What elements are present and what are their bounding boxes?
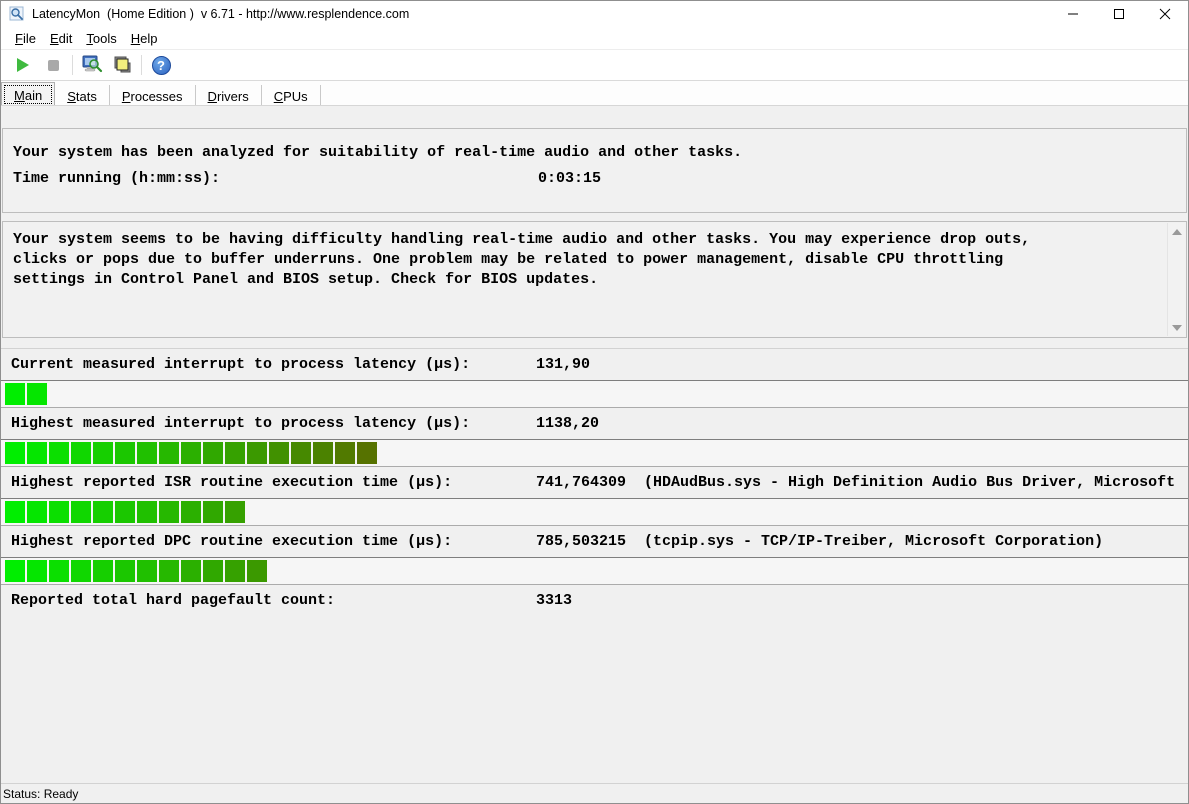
report-box: Your system seems to be having difficult… [2, 221, 1187, 338]
latency-bar [1, 439, 1188, 467]
toolbar-separator [72, 55, 73, 75]
report-line: Your system seems to be having difficult… [13, 231, 1031, 248]
tab-drivers[interactable]: Drivers [196, 85, 262, 107]
status-bar: Status: Ready [1, 783, 1188, 803]
measurement-info: (HDAudBus.sys - High Definition Audio Bu… [644, 474, 1176, 491]
help-button[interactable]: ? [146, 52, 176, 78]
play-icon [17, 58, 29, 72]
analysis-summary-box: Your system has been analyzed for suitab… [2, 128, 1187, 213]
menu-help[interactable]: Help [130, 30, 158, 46]
measurement-value: 1138,20 [536, 415, 600, 432]
report-scrollbar[interactable] [1167, 223, 1185, 336]
scroll-up-button[interactable] [1168, 223, 1185, 240]
measurement-row: Highest measured interrupt to process la… [1, 408, 1188, 467]
title-bar: LatencyMon (Home Edition ) v 6.71 - http… [1, 1, 1188, 27]
options-icon [114, 56, 131, 73]
analysis-line: Your system has been analyzed for suitab… [13, 144, 743, 161]
measurement-info: (tcpip.sys - TCP/IP-Treiber, Microsoft C… [644, 533, 1104, 550]
scroll-down-icon [1171, 324, 1182, 331]
measurement-label: Highest reported ISR routine execution t… [11, 474, 453, 491]
app-icon [9, 6, 25, 22]
latency-bar [1, 498, 1188, 526]
stop-monitor-button[interactable] [38, 52, 68, 78]
menu-tools[interactable]: Tools [86, 30, 117, 46]
measurement-value: 741,764309 [536, 474, 627, 491]
measurement-label: Highest measured interrupt to process la… [11, 415, 471, 432]
time-running-row: Time running (h:mm:ss): 0:03:15 [13, 166, 1186, 192]
main-panel: Your system has been analyzed for suitab… [1, 105, 1188, 783]
minimize-button[interactable] [1050, 1, 1096, 27]
measurement-value: 3313 [536, 592, 573, 609]
analyze-button[interactable] [77, 52, 107, 78]
scroll-down-button[interactable] [1168, 319, 1185, 336]
tab-strip: Main Stats Processes Drivers CPUs [1, 81, 1188, 107]
latency-bar [1, 557, 1188, 585]
analyze-icon [82, 55, 103, 73]
report-line: clicks or pops due to buffer underruns. … [13, 251, 1004, 268]
tab-stats[interactable]: Stats [55, 85, 110, 107]
latency-bar [1, 380, 1188, 408]
measurement-row: Highest reported DPC routine execution t… [1, 526, 1188, 585]
menu-edit[interactable]: Edit [49, 30, 73, 46]
time-running-value: 0:03:15 [538, 170, 602, 187]
measurement-label: Highest reported DPC routine execution t… [11, 533, 453, 550]
measurement-label: Current measured interrupt to process la… [11, 356, 471, 373]
measurement-row: Reported total hard pagefault count: 331… [1, 585, 1188, 616]
tab-processes[interactable]: Processes [110, 85, 196, 107]
status-text: Status: Ready [3, 786, 79, 801]
maximize-button[interactable] [1096, 1, 1142, 27]
measurement-row: Current measured interrupt to process la… [1, 349, 1188, 408]
options-button[interactable] [107, 52, 137, 78]
toolbar-separator [141, 55, 142, 75]
tab-cpus[interactable]: CPUs [262, 85, 321, 107]
measurement-row: Highest reported ISR routine execution t… [1, 467, 1188, 526]
scroll-up-icon [1171, 228, 1182, 235]
measurement-label: Reported total hard pagefault count: [11, 592, 336, 609]
report-line: settings in Control Panel and BIOS setup… [13, 271, 599, 288]
window-title: LatencyMon (Home Edition ) v 6.71 - http… [32, 7, 410, 21]
help-icon: ? [151, 55, 171, 75]
time-running-label: Time running (h:mm:ss): [13, 170, 221, 187]
window-controls [1050, 1, 1188, 27]
start-monitor-button[interactable] [8, 52, 38, 78]
measurements-section: Current measured interrupt to process la… [1, 348, 1188, 616]
menu-file[interactable]: File [15, 30, 36, 46]
toolbar: ? [1, 50, 1188, 81]
menu-bar: File Edit Tools Help [1, 27, 1188, 50]
measurement-value: 131,90 [536, 356, 591, 373]
measurement-value: 785,503215 [536, 533, 627, 550]
tab-main[interactable]: Main [1, 82, 56, 107]
close-button[interactable] [1142, 1, 1188, 27]
stop-icon [47, 59, 59, 71]
